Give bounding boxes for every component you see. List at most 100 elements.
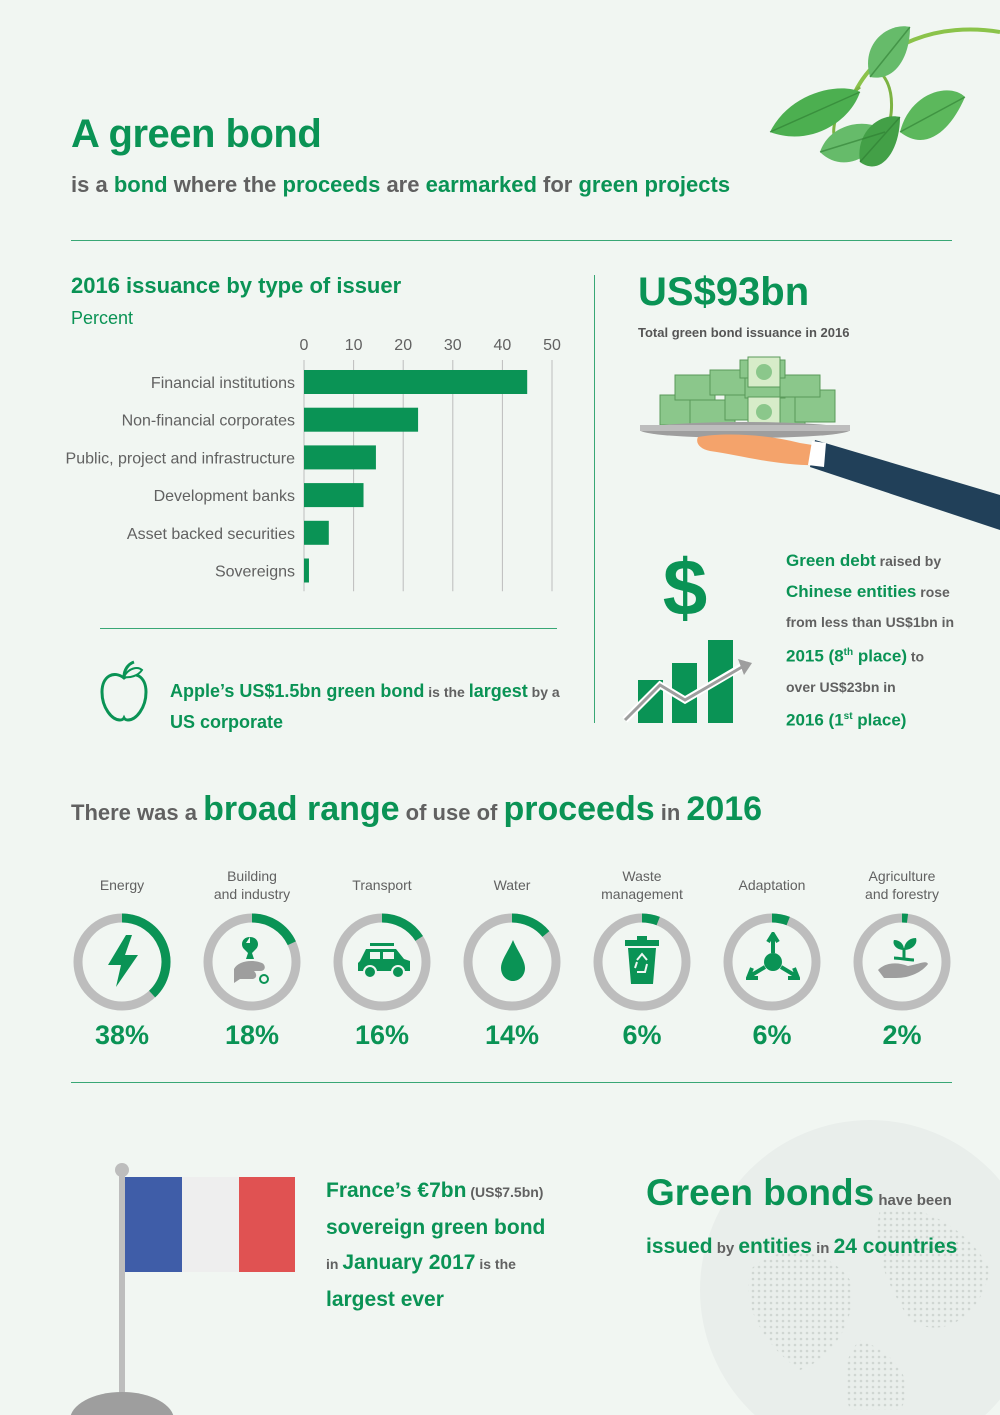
divider: [100, 628, 557, 629]
x-tick-label: 30: [444, 337, 462, 354]
use-pct-water: 14%: [484, 1020, 540, 1050]
use-label-line: and forestry: [865, 886, 939, 902]
divider: [71, 1082, 952, 1083]
growth-chart-icon: $: [622, 545, 752, 723]
use-label-building: Building and industry: [192, 867, 312, 903]
france-text: France’s €7bn (US$7.5bn) sovereign green…: [326, 1173, 626, 1317]
china-text-part: 2015 (8: [786, 646, 844, 666]
subtitle-part: earmarked: [425, 172, 537, 197]
countries-text-part: by: [712, 1240, 739, 1257]
use-label-transport: Transport: [352, 877, 412, 893]
subtitle-part: bond: [113, 172, 168, 197]
x-tick-label: 40: [494, 337, 512, 354]
bar: [304, 407, 419, 432]
china-text-part: to: [906, 648, 925, 665]
subtitle-part: are: [380, 172, 426, 197]
x-tick-label: 0: [300, 337, 309, 354]
apple-text-part: US corporate: [170, 712, 284, 732]
use-pct-transport: 16%: [354, 1020, 410, 1050]
lightning-icon: [108, 935, 138, 987]
china-text-part: 2016 (1: [786, 710, 844, 730]
money-tray-illustration: [640, 356, 1000, 530]
china-text-part: st: [843, 711, 853, 723]
use-label-line: management: [601, 886, 683, 902]
car-icon: [358, 943, 410, 979]
use-heading-part: in: [654, 800, 687, 825]
seedling-hand-icon: [878, 938, 928, 978]
bar-chart: 0 10 20 30 40 50 Financial institutions Non-fin…: [66, 337, 561, 592]
france-text-part: January 2017: [342, 1251, 476, 1274]
category-label: Non-financial corporates: [122, 413, 295, 430]
france-text-part: (US$7.5bn): [466, 1184, 544, 1200]
use-heading-part: There was a: [71, 800, 204, 825]
countries-text: Green bonds have been issued by entities…: [646, 1170, 986, 1272]
chart-title: 2016 issuance by type of issuer: [71, 273, 402, 298]
apple-text-part: by a: [527, 684, 560, 700]
countries-text-part: have been: [874, 1192, 952, 1209]
france-flag-illustration: [70, 1163, 295, 1415]
subtitle-part: is a: [71, 172, 114, 197]
ring-value-arc: [121, 913, 171, 998]
ring-value-arc: [641, 913, 660, 926]
countries-text-part: in: [811, 1240, 834, 1257]
vertical-divider: [594, 275, 595, 723]
use-label-agriculture: Agriculture and forestry: [842, 867, 962, 903]
apple-text-part: Apple’s US$1.5bn green bond: [170, 681, 425, 701]
x-tick-label: 10: [345, 337, 363, 354]
use-heading-part: broad range: [203, 790, 400, 828]
france-text-part: largest ever: [326, 1288, 444, 1311]
bar: [304, 445, 376, 470]
water-drop-icon: [501, 940, 525, 981]
china-text-part: rose: [916, 583, 950, 600]
leaves-illustration: [769, 26, 1000, 167]
china-text-part: Green debt: [786, 551, 876, 570]
ring-value-arc: [511, 913, 550, 937]
page-subtitle: is a bond where the proceeds are earmark…: [71, 172, 730, 198]
countries-text-part: Green bonds: [646, 1172, 875, 1213]
bar: [304, 520, 329, 545]
subtitle-part: proceeds: [282, 172, 381, 197]
category-label: Public, project and infrastructure: [66, 450, 296, 467]
chart-subtitle: Percent: [71, 308, 134, 328]
countries-text-part: issued: [646, 1235, 713, 1258]
china-text-part: th: [843, 646, 854, 658]
china-text-part: Chinese entities: [786, 581, 917, 601]
france-text-part: is the: [475, 1256, 516, 1272]
countries-text-part: 24 countries: [833, 1235, 958, 1258]
china-text-part: place): [853, 646, 907, 666]
use-heading-part: proceeds: [503, 790, 655, 828]
use-heading: There was a broad range of use of procee…: [71, 790, 762, 829]
wrench-hand-icon: [234, 937, 269, 984]
apple-icon: [100, 660, 148, 722]
bar: [304, 370, 528, 394]
x-tick-label: 50: [543, 337, 561, 354]
apple-text-part: largest: [468, 681, 528, 701]
use-pct-waste: 6%: [622, 1020, 662, 1050]
category-label: Development banks: [154, 488, 295, 505]
use-label-energy: Energy: [99, 877, 145, 893]
use-label-line: Building: [227, 868, 277, 884]
divider: [71, 240, 952, 241]
france-text-part: France’s €7bn: [326, 1179, 467, 1202]
china-text-part: raised by: [875, 553, 942, 569]
china-text-part: place): [852, 710, 907, 730]
category-label: Sovereigns: [215, 564, 295, 581]
ring-value-arc: [771, 913, 790, 926]
bar: [304, 483, 364, 508]
ring-value-arc: [251, 913, 296, 946]
use-pct-building: 18%: [224, 1020, 280, 1050]
total-value: US$93bn: [638, 270, 810, 314]
use-label-line: Waste: [622, 868, 662, 884]
france-text-part: in: [326, 1256, 343, 1272]
use-heading-part: 2016: [686, 790, 763, 828]
ring-value-arc: [381, 913, 423, 942]
use-label-water: Water: [493, 877, 531, 893]
use-heading-part: of use of: [399, 800, 504, 825]
china-text-part: from less than US$1bn in: [786, 614, 955, 630]
category-label: Asset backed securities: [127, 526, 295, 543]
recycle-bin-icon: [625, 936, 659, 984]
use-pct-energy: 38%: [94, 1020, 150, 1050]
page-title: A green bond: [71, 112, 322, 156]
use-label-adaptation: Adaptation: [738, 877, 806, 893]
use-pct-agriculture: 2%: [882, 1020, 922, 1050]
